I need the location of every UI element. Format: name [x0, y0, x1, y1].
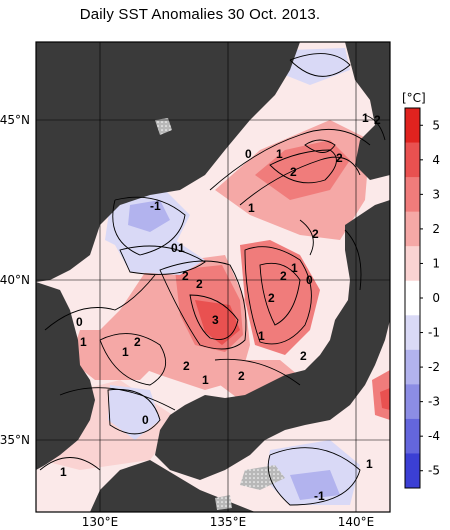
map-area: 0 1 2 -1 0 1 2 2 2 2 1 3 2 1 2 2 1 2 2 0… [36, 42, 390, 512]
colorbar-swatch [405, 384, 420, 420]
colorbar-tick-label: 4 [432, 153, 440, 167]
anomaly-patch [290, 470, 340, 500]
y-tick-label: 40°N [0, 273, 30, 287]
colorbar-swatch [405, 177, 420, 213]
contour-label: 2 [300, 349, 307, 363]
anomaly-patch [128, 200, 170, 232]
land-kyushu-shikoku [90, 460, 255, 512]
contour-label: 1 [291, 261, 298, 275]
contour-label: -1 [314, 489, 325, 503]
y-tick-label: 35°N [0, 433, 30, 447]
anomaly-patch [380, 388, 390, 410]
contour-label: 0 [171, 241, 178, 255]
contour-label: -1 [150, 199, 161, 213]
y-tick-label: 45°N [0, 113, 30, 127]
colorbar-swatch [405, 142, 420, 178]
contour-label: 1 [366, 457, 373, 471]
contour-label: 1 [122, 345, 129, 359]
colorbar-swatch [405, 418, 420, 454]
contour-label: 0 [245, 147, 252, 161]
x-tick-label: 130°E [82, 515, 119, 529]
colorbar-swatch [405, 211, 420, 247]
contour-label: 2 [134, 335, 141, 349]
contour-label: 2 [183, 359, 190, 373]
anomaly-patch [70, 330, 160, 380]
colorbar-tick-label: -2 [428, 360, 440, 374]
contour-label: 1 [202, 373, 209, 387]
contour-label: 2 [290, 165, 297, 179]
colorbar-labels: 5 4 3 2 1 0 -1 -2 -3 -4 -5 [420, 118, 440, 478]
colorbar-swatch [405, 108, 420, 144]
contour-label: 3 [212, 313, 219, 327]
colorbar-tick-label: 3 [432, 187, 440, 201]
colorbar-tick-label: -4 [428, 429, 440, 443]
contour-label: 2 [238, 369, 245, 383]
contour-label: 2 [336, 151, 343, 165]
colorbar-tick-label: 0 [432, 291, 440, 305]
anomaly-patch [285, 48, 350, 85]
contour-label: 1 [248, 201, 255, 215]
colorbar-swatch [405, 246, 420, 282]
island [240, 465, 285, 490]
colorbar-tick-label: -3 [428, 395, 440, 409]
x-tick-label: 140°E [338, 515, 375, 529]
contour-label: 1 [178, 241, 185, 255]
land-korea [36, 282, 95, 470]
anomaly-patch [115, 240, 205, 275]
colorbar-swatch [405, 453, 420, 489]
contour-label: 2 [312, 227, 319, 241]
colorbar-tick-label: 5 [432, 118, 440, 132]
contour-label: 2 [268, 291, 275, 305]
contour-label: 1 [80, 335, 87, 349]
contour-label: 2 [182, 269, 189, 283]
colorbar-blocks [405, 108, 420, 489]
colorbar-swatch [405, 349, 420, 385]
colorbar-tick-label: -5 [428, 464, 440, 478]
colorbar-tick-label: -1 [428, 326, 440, 340]
graticule [36, 42, 390, 512]
contour-lines [39, 53, 386, 506]
contour-label: 0 [142, 413, 149, 427]
island [155, 118, 172, 135]
colorbar-tick-label: 1 [432, 256, 440, 270]
land-honshu [155, 200, 390, 480]
contour-label: 1 [362, 111, 369, 125]
anomaly-patch [255, 140, 350, 200]
contour-label: 1 [276, 147, 283, 161]
contour-label: 2 [196, 277, 203, 291]
colorbar: [°C] 5 4 3 2 1 0 -1 -2 -3 -4 -5 [402, 91, 440, 489]
contour-label: 1 [258, 329, 265, 343]
colorbar-tick-label: 2 [432, 222, 440, 236]
colorbar-swatch [405, 315, 420, 351]
y-axis: 45°N 40°N 35°N [0, 113, 30, 447]
colorbar-swatch [405, 280, 420, 316]
contour-label: 2 [280, 269, 287, 283]
contour-label: 0 [76, 315, 83, 329]
contour-label: 1 [60, 465, 67, 479]
colorbar-unit: [°C] [402, 91, 426, 105]
x-axis: 130°E 135°E 140°E [82, 515, 375, 529]
x-tick-label: 135°E [210, 515, 247, 529]
land-mainland [36, 42, 300, 282]
anomaly-patch [195, 300, 240, 345]
map-frame [35, 41, 391, 513]
map-title: Daily SST Anomalies 30 Oct. 2013. [79, 6, 321, 23]
